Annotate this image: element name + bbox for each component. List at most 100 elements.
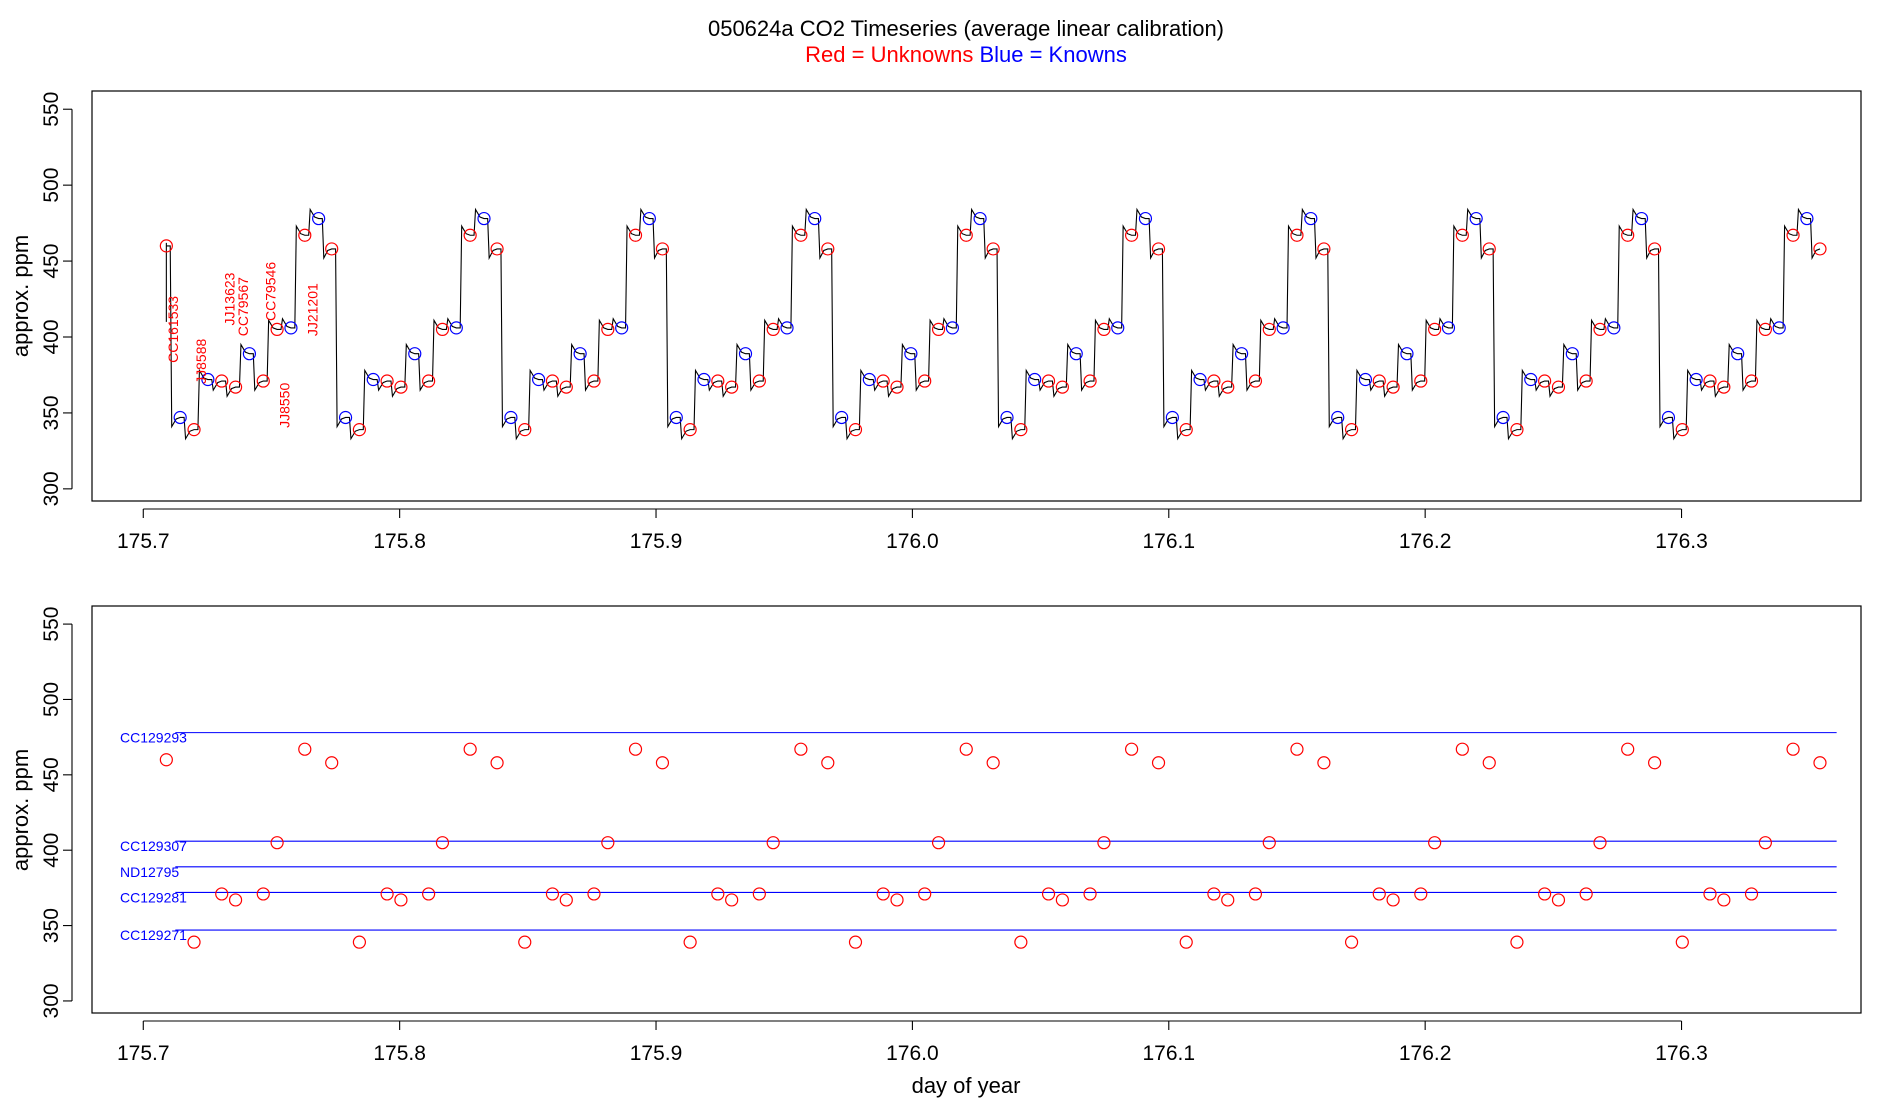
unknown-point <box>1593 836 1607 850</box>
unknown-point <box>918 887 932 901</box>
unknown-point <box>352 423 367 437</box>
known-point <box>1689 372 1703 387</box>
unknown-point <box>352 935 367 949</box>
unknown-point <box>959 228 973 242</box>
unknown-point <box>1207 887 1221 901</box>
y-tick-label: 550 <box>40 92 63 127</box>
unknown-point <box>518 423 532 437</box>
known-point <box>1193 372 1207 387</box>
unknown-point <box>628 742 643 756</box>
known-point <box>366 372 380 387</box>
known-point <box>808 211 822 226</box>
unknown-point <box>931 322 946 337</box>
unknown-point <box>1041 374 1056 388</box>
unknown-point <box>1744 374 1759 388</box>
unknown-point <box>325 242 339 256</box>
known-point <box>642 211 656 226</box>
unknown-point <box>1414 887 1428 901</box>
unknown-point <box>463 228 477 242</box>
known-point <box>573 347 587 361</box>
unknown-point <box>587 374 601 388</box>
unknown-point <box>394 893 408 907</box>
unknown-point <box>1179 423 1193 437</box>
unknown-point <box>986 242 1000 256</box>
unknown-point <box>848 423 863 437</box>
unknown-point <box>1290 228 1304 242</box>
sample-id-label: CC161533 <box>165 296 181 363</box>
unknown-point <box>1151 756 1166 770</box>
known-point <box>973 211 987 226</box>
known-point <box>1234 347 1249 361</box>
unknown-point <box>587 887 601 901</box>
reference-line-label: CC129271 <box>120 927 187 943</box>
x-tick-label: 176.3 <box>1655 530 1708 553</box>
y-tick-label: 350 <box>40 395 63 430</box>
known-point <box>1607 321 1621 335</box>
unknown-point <box>1648 756 1662 770</box>
y-axis-label: approx. ppm <box>8 749 33 871</box>
unknown-point <box>1055 893 1069 907</box>
unknown-point <box>711 374 725 388</box>
known-point <box>1661 410 1676 425</box>
x-tick-label: 176.0 <box>886 1042 939 1065</box>
unknown-point <box>683 423 697 437</box>
sample-id-label: JJ8550 <box>276 383 292 428</box>
known-point <box>1800 211 1814 226</box>
unknown-point <box>559 893 573 907</box>
unknown-point <box>1621 742 1635 756</box>
unknown-point <box>1386 893 1400 907</box>
unknown-point <box>380 374 394 388</box>
unknown-point <box>1455 742 1469 756</box>
unknown-point <box>1744 887 1759 901</box>
known-point <box>1469 211 1483 226</box>
unknown-point <box>1248 374 1263 388</box>
unknown-point <box>725 893 739 907</box>
unknown-point <box>931 836 946 850</box>
unknown-point <box>794 228 808 242</box>
unknown-point <box>1648 242 1662 256</box>
unknown-point <box>655 756 670 770</box>
x-tick-label: 176.0 <box>886 530 939 553</box>
unknown-point <box>1813 242 1827 256</box>
unknown-point <box>1551 893 1566 907</box>
x-tick-label: 175.7 <box>117 530 170 553</box>
unknown-point <box>628 228 643 242</box>
unknown-point <box>1455 228 1469 242</box>
unknown-point <box>159 239 173 253</box>
co2-trace-line <box>165 207 1821 441</box>
known-point <box>1138 211 1153 226</box>
unknown-point <box>256 887 270 901</box>
known-point <box>835 410 849 425</box>
known-point <box>1524 372 1538 387</box>
unknown-point <box>1262 322 1276 337</box>
known-point <box>1111 321 1125 335</box>
plot-frame <box>91 90 1862 502</box>
x-tick-label: 175.7 <box>117 1042 170 1065</box>
unknown-point <box>1428 322 1442 337</box>
known-point <box>504 410 518 425</box>
unknown-point <box>545 374 560 388</box>
known-point <box>1304 211 1318 226</box>
unknown-point <box>725 380 739 394</box>
unknown-point <box>821 756 835 770</box>
unknown-point <box>752 887 766 901</box>
unknown-point <box>959 742 973 756</box>
y-tick-label: 300 <box>40 471 63 506</box>
known-point <box>697 372 711 387</box>
known-point <box>615 321 629 335</box>
unknown-point <box>1221 380 1235 394</box>
x-tick-label: 176.1 <box>1143 530 1196 553</box>
unknown-point <box>1675 935 1689 949</box>
unknown-point <box>325 756 339 770</box>
unknown-point <box>1510 423 1524 437</box>
known-point <box>201 372 215 387</box>
unknown-point <box>490 242 504 256</box>
sample-id-label: CC79546 <box>262 262 278 321</box>
unknown-point <box>1593 322 1607 337</box>
unknown-point <box>187 423 201 437</box>
known-point <box>738 347 753 361</box>
unknown-point <box>766 836 780 850</box>
y-tick-label: 400 <box>40 319 63 354</box>
unknown-point <box>435 836 450 850</box>
unknown-point <box>848 935 863 949</box>
